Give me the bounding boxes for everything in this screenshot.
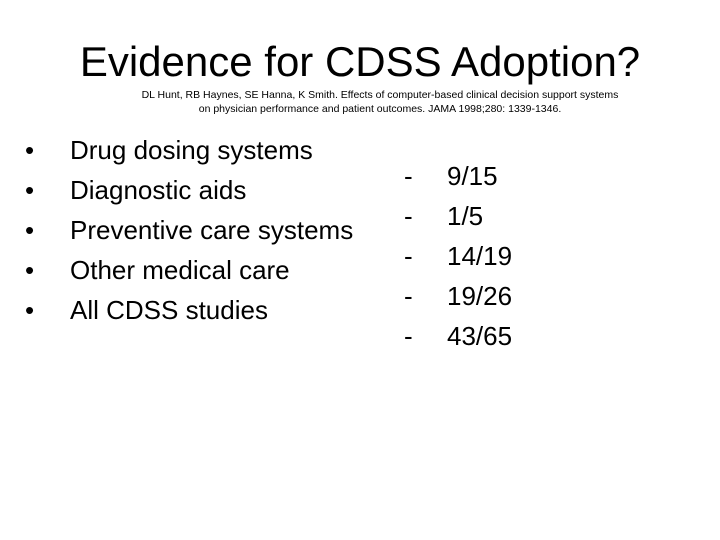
citation: DL Hunt, RB Haynes, SE Hanna, K Smith. E… [100,88,660,116]
list-item: • All CDSS studies [25,290,353,330]
bullet-label: All CDSS studies [70,294,268,325]
result-value: 1/5 [447,201,484,231]
dash-separator: - [404,241,413,271]
bullet-label: Diagnostic aids [70,174,247,205]
bullet-icon: • [25,214,35,245]
bullet-label: Drug dosing systems [70,134,313,165]
citation-line: on physician performance and patient out… [198,103,562,115]
result-value: 9/15 [447,161,498,191]
bullet-icon: • [25,134,35,165]
result-value: 14/19 [447,241,513,271]
dash-separator: - [404,161,413,191]
bullet-label: Other medical care [70,254,290,285]
results-column: 9/15 1/5 14/19 19/26 43/65 [447,156,512,356]
dash-separator: - [404,321,413,351]
dash-column: - - - - - [404,156,413,356]
bullet-list: • Drug dosing systems • Diagnostic aids … [25,130,353,330]
dash-separator: - [404,201,413,231]
slide-title: Evidence for CDSS Adoption? [79,38,641,85]
result-value: 19/26 [447,281,513,311]
bullet-icon: • [25,174,35,205]
list-item: • Other medical care [25,250,353,290]
citation-line: DL Hunt, RB Haynes, SE Hanna, K Smith. E… [141,89,619,101]
list-item: • Preventive care systems [25,210,353,250]
list-item: • Drug dosing systems [25,130,353,170]
bullet-icon: • [25,294,35,325]
dash-separator: - [404,281,413,311]
result-value: 43/65 [447,321,513,351]
bullet-label: Preventive care systems [70,214,354,245]
bullet-icon: • [25,254,35,285]
list-item: • Diagnostic aids [25,170,353,210]
